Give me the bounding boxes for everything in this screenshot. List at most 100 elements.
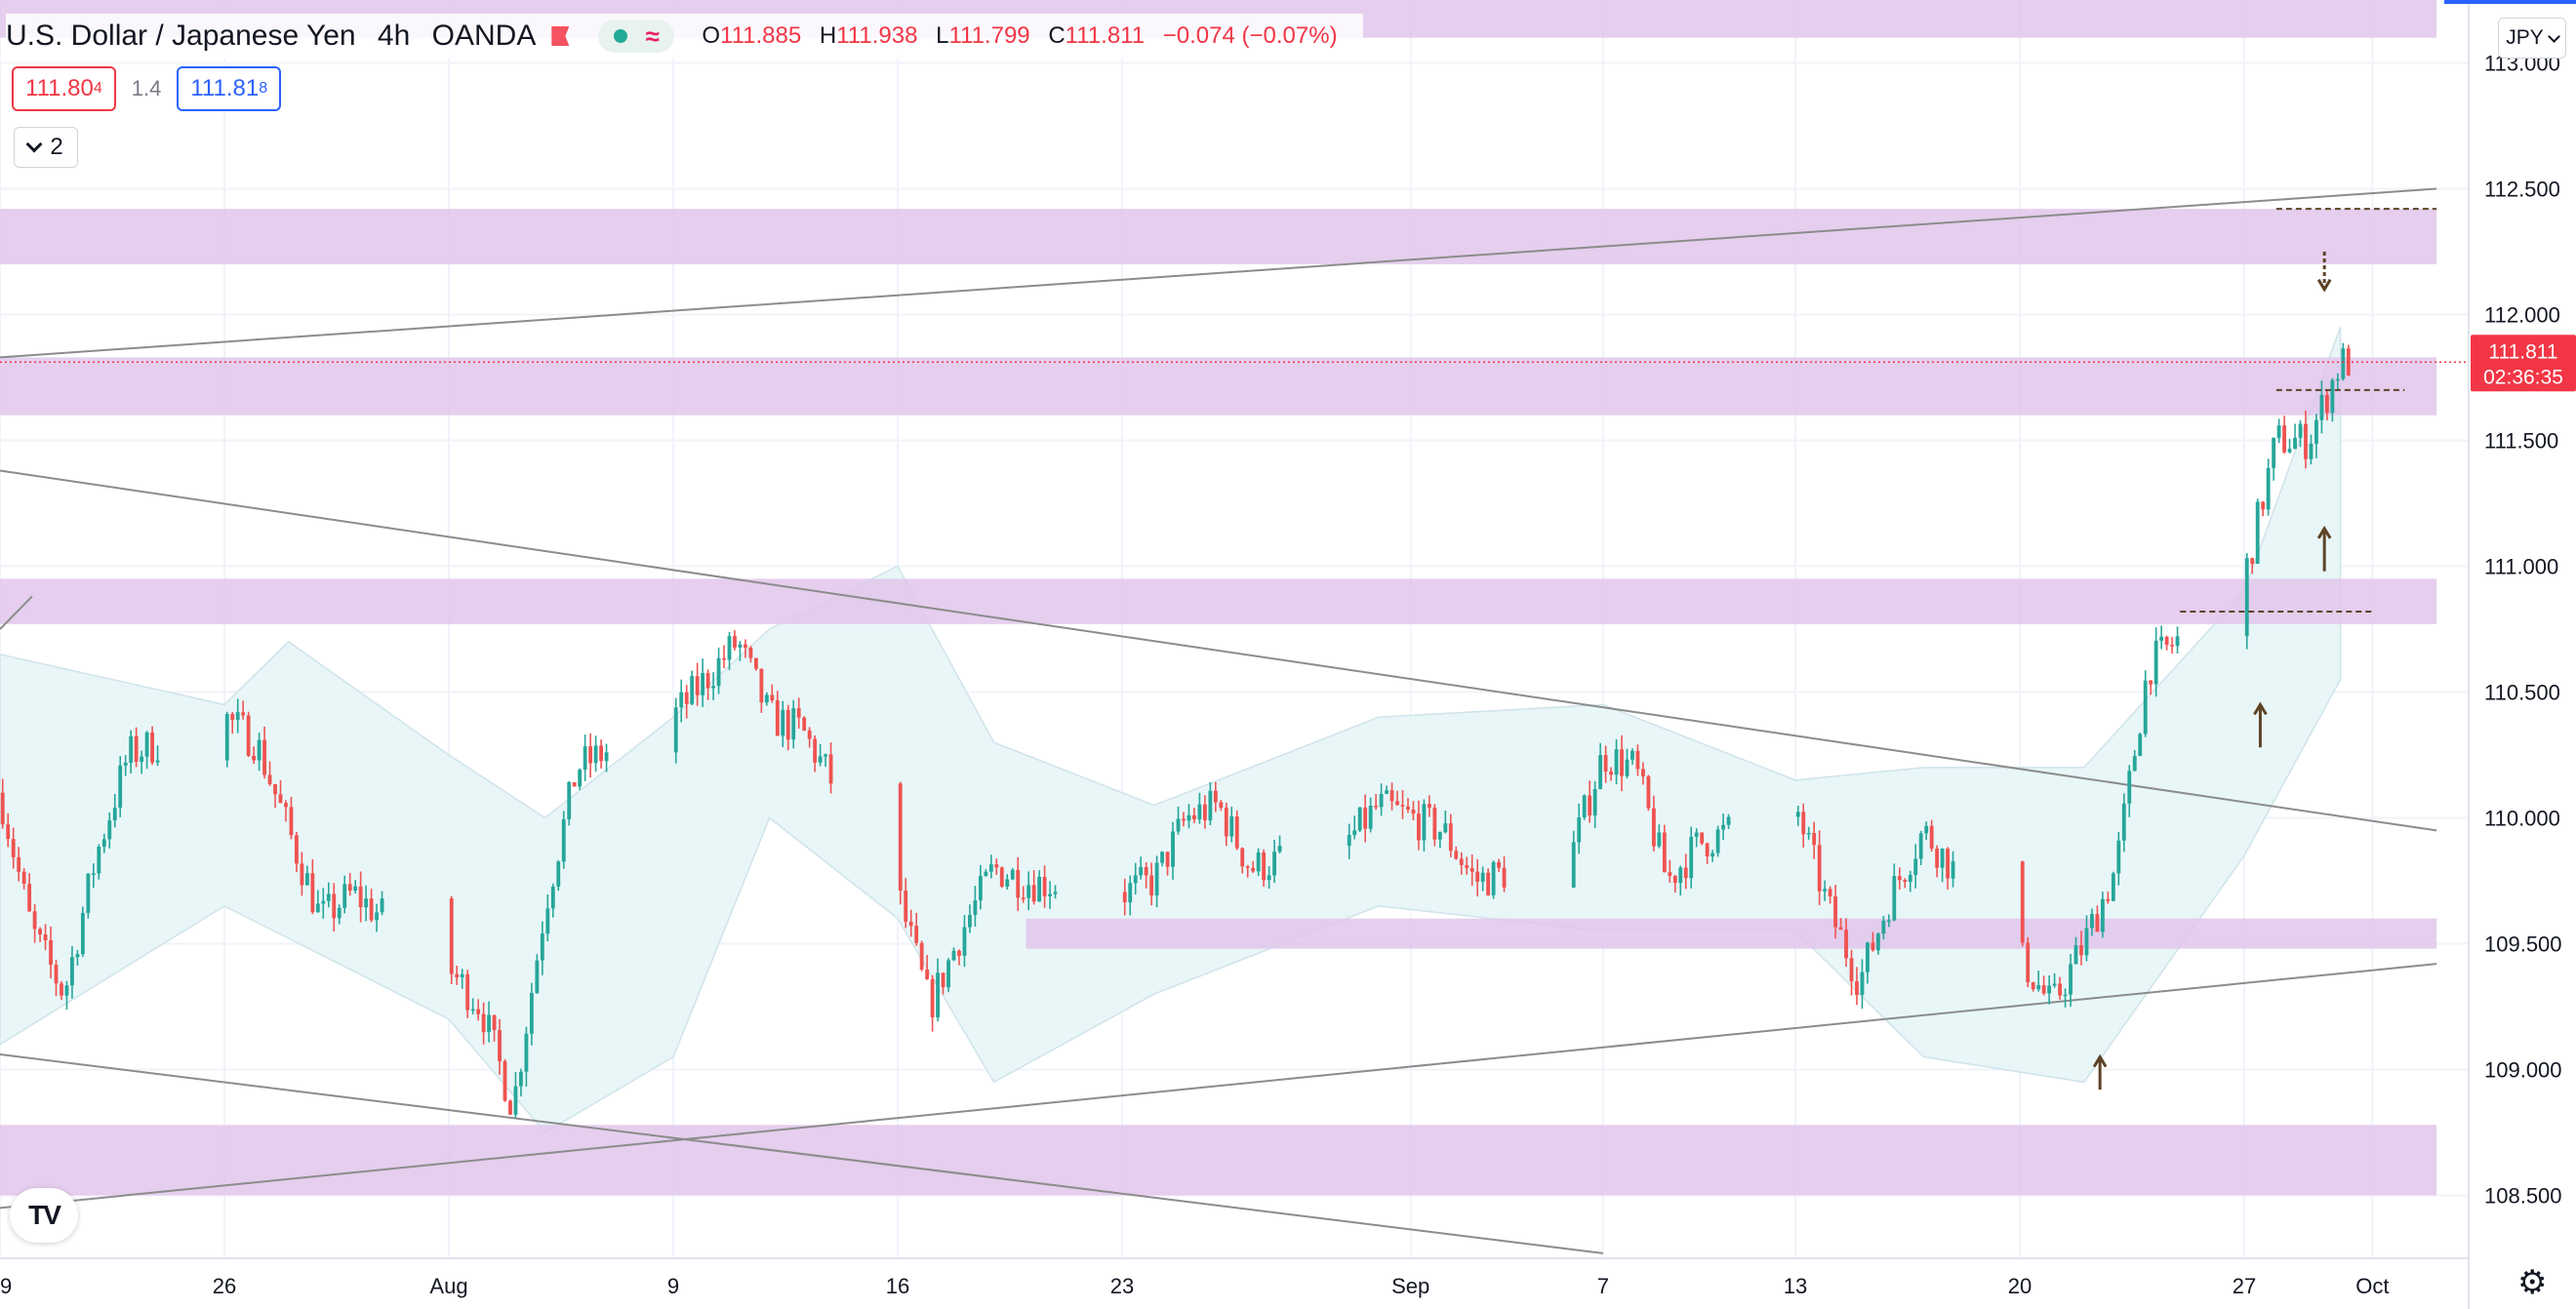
candle-body	[455, 973, 460, 978]
candle-body	[1806, 833, 1811, 835]
candle-body	[1502, 867, 1507, 888]
candle-body	[1187, 814, 1191, 821]
candle-body	[2266, 467, 2271, 510]
time-tick-label: 19	[0, 1274, 12, 1298]
last-price-value: 111.811	[2488, 340, 2557, 363]
market-status-pill[interactable]: ≈	[598, 20, 675, 53]
candle-body	[1454, 851, 1459, 859]
candle-body	[2304, 423, 2308, 459]
candle-body	[1838, 927, 1843, 931]
candle-body	[1603, 755, 1608, 772]
candle-body	[818, 756, 823, 763]
tradingview-logo-icon[interactable]: TV	[10, 1188, 78, 1243]
candle-body	[300, 863, 304, 886]
candle-body	[353, 886, 358, 892]
open-value: 111.885	[720, 22, 802, 49]
flag-icon[interactable]	[551, 26, 570, 46]
candle-body	[1352, 830, 1357, 835]
trendline	[0, 187, 2437, 359]
candle-body	[1037, 876, 1042, 902]
candle-body	[930, 978, 935, 1018]
settings-gear-icon[interactable]: ⚙	[2517, 1266, 2547, 1299]
buy-button[interactable]: 111.81 8	[177, 66, 282, 111]
candle-body	[1026, 885, 1031, 898]
candle-body	[519, 1071, 523, 1087]
candle-body	[2079, 945, 2083, 956]
time-tick-label: 20	[2008, 1274, 2032, 1298]
candle-body	[759, 668, 764, 703]
candle-body	[43, 934, 48, 941]
candle-body	[380, 898, 384, 913]
symbol-title[interactable]: U.S. Dollar / Japanese Yen 4h OANDA	[6, 20, 536, 53]
price-tick-label: 110.500	[2484, 681, 2560, 705]
candle-body	[1620, 749, 1624, 776]
candle-body	[1021, 897, 1026, 899]
market-open-dot-icon	[613, 29, 627, 43]
sell-button[interactable]: 111.80 4	[12, 66, 116, 111]
candle-body	[2159, 636, 2164, 641]
candle-body	[1598, 755, 1603, 790]
indicators-count: 2	[50, 134, 63, 160]
candle-body	[588, 746, 593, 764]
candle-body	[2063, 994, 2068, 997]
candle-body	[2341, 348, 2346, 379]
candle-body	[1122, 892, 1127, 903]
candle-body	[97, 846, 101, 874]
candle-body	[1866, 942, 1870, 972]
candle-body	[1469, 867, 1474, 872]
candle-body	[2250, 558, 2255, 564]
candle-body	[1406, 806, 1410, 811]
candle-body	[1715, 829, 1720, 853]
candle-body	[1683, 867, 1688, 879]
dashed-levels	[2180, 208, 2437, 613]
arrow-head	[2316, 525, 2332, 539]
candle-body	[936, 972, 940, 1018]
candle-body	[1031, 885, 1036, 902]
candle-body	[2106, 898, 2111, 901]
time-axis[interactable]: 19 26 Aug 9 16 23 Sep 7 13 20 27 Oct	[0, 1274, 2390, 1298]
candle-body	[1417, 813, 1421, 841]
candle-body	[0, 792, 5, 825]
candle-body	[1171, 831, 1175, 867]
candle-body	[1422, 804, 1427, 841]
candle-body	[1951, 861, 1955, 879]
candle-body	[2319, 394, 2324, 420]
candle-body	[369, 898, 374, 921]
candle-body	[1176, 818, 1181, 832]
candle-body	[914, 926, 919, 943]
candle-body	[498, 1030, 502, 1062]
candle-body	[2153, 640, 2158, 685]
candle-body	[1651, 808, 1656, 847]
low-value: 111.799	[948, 22, 1030, 49]
currency-button[interactable]: JPY	[2498, 18, 2566, 59]
candle-body	[1871, 942, 1875, 951]
candle-body	[925, 969, 930, 979]
candle-body	[1368, 806, 1373, 829]
candle-body	[38, 929, 42, 935]
chevron-down-icon	[2547, 29, 2560, 43]
candle-body	[578, 770, 583, 787]
candle-body	[828, 754, 833, 784]
time-tick-label: 27	[2233, 1274, 2256, 1298]
candle-body	[946, 960, 950, 988]
candle-body	[17, 856, 21, 872]
candle-body	[32, 911, 37, 930]
last-price-box	[2471, 335, 2576, 392]
indicators-toggle-button[interactable]: 2	[14, 127, 78, 168]
candle-body	[1694, 832, 1699, 837]
candle-body	[524, 1033, 529, 1072]
candle-body	[2047, 985, 2052, 994]
candle-body	[727, 636, 732, 660]
candle-body	[1609, 771, 1613, 775]
price-tick-label: 111.500	[2484, 429, 2558, 454]
candle-body	[1940, 849, 1945, 868]
symbol-legend[interactable]: U.S. Dollar / Japanese Yen 4h OANDA ≈ O1…	[6, 14, 1363, 59]
candle-body	[86, 873, 91, 913]
price-axis[interactable]: 113.000112.500112.000111.500111.000110.5…	[2484, 52, 2562, 1209]
candle-body	[1625, 759, 1630, 776]
arrow-head	[2253, 701, 2268, 716]
candle-body	[904, 890, 908, 922]
last-price-countdown: 02:36:35	[2483, 366, 2563, 388]
candle-body	[252, 755, 257, 761]
